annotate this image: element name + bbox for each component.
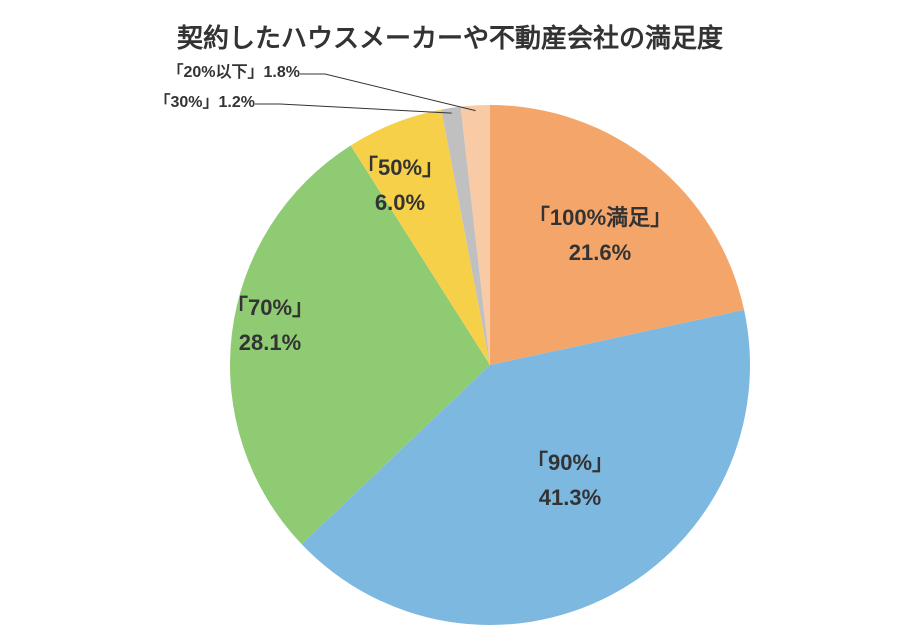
slice-label-line1: 「90%」 [526, 450, 614, 475]
slice-label-line2: 28.1% [239, 330, 301, 355]
slice-label-line1: 「50%」 [356, 155, 444, 180]
slice-label-line2: 41.3% [539, 485, 601, 510]
slice-label-line2: 6.0% [375, 190, 425, 215]
leader-line [255, 104, 452, 113]
slice-label: 「100%満足」 21.6% [528, 200, 672, 270]
leader-line [300, 74, 476, 111]
chart-title: 契約したハウスメーカーや不動産会社の満足度 [0, 18, 900, 55]
slice-label-line1: 「100%満足」 [528, 205, 672, 230]
slice-label: 「90%」 41.3% [526, 445, 614, 515]
pie-chart: 契約したハウスメーカーや不動産会社の満足度 「100%満足」 21.6% 「90%」… [0, 0, 900, 632]
slice-label-line2: 21.6% [569, 240, 631, 265]
slice-label: 「50%」 6.0% [356, 150, 444, 220]
slice-label-line1: 「70%」 [226, 295, 314, 320]
slice-label: 「70%」 28.1% [226, 290, 314, 360]
callout-label: 「30%」1.2% [0, 88, 255, 112]
callout-label: 「20%以下」1.8% [0, 58, 300, 82]
